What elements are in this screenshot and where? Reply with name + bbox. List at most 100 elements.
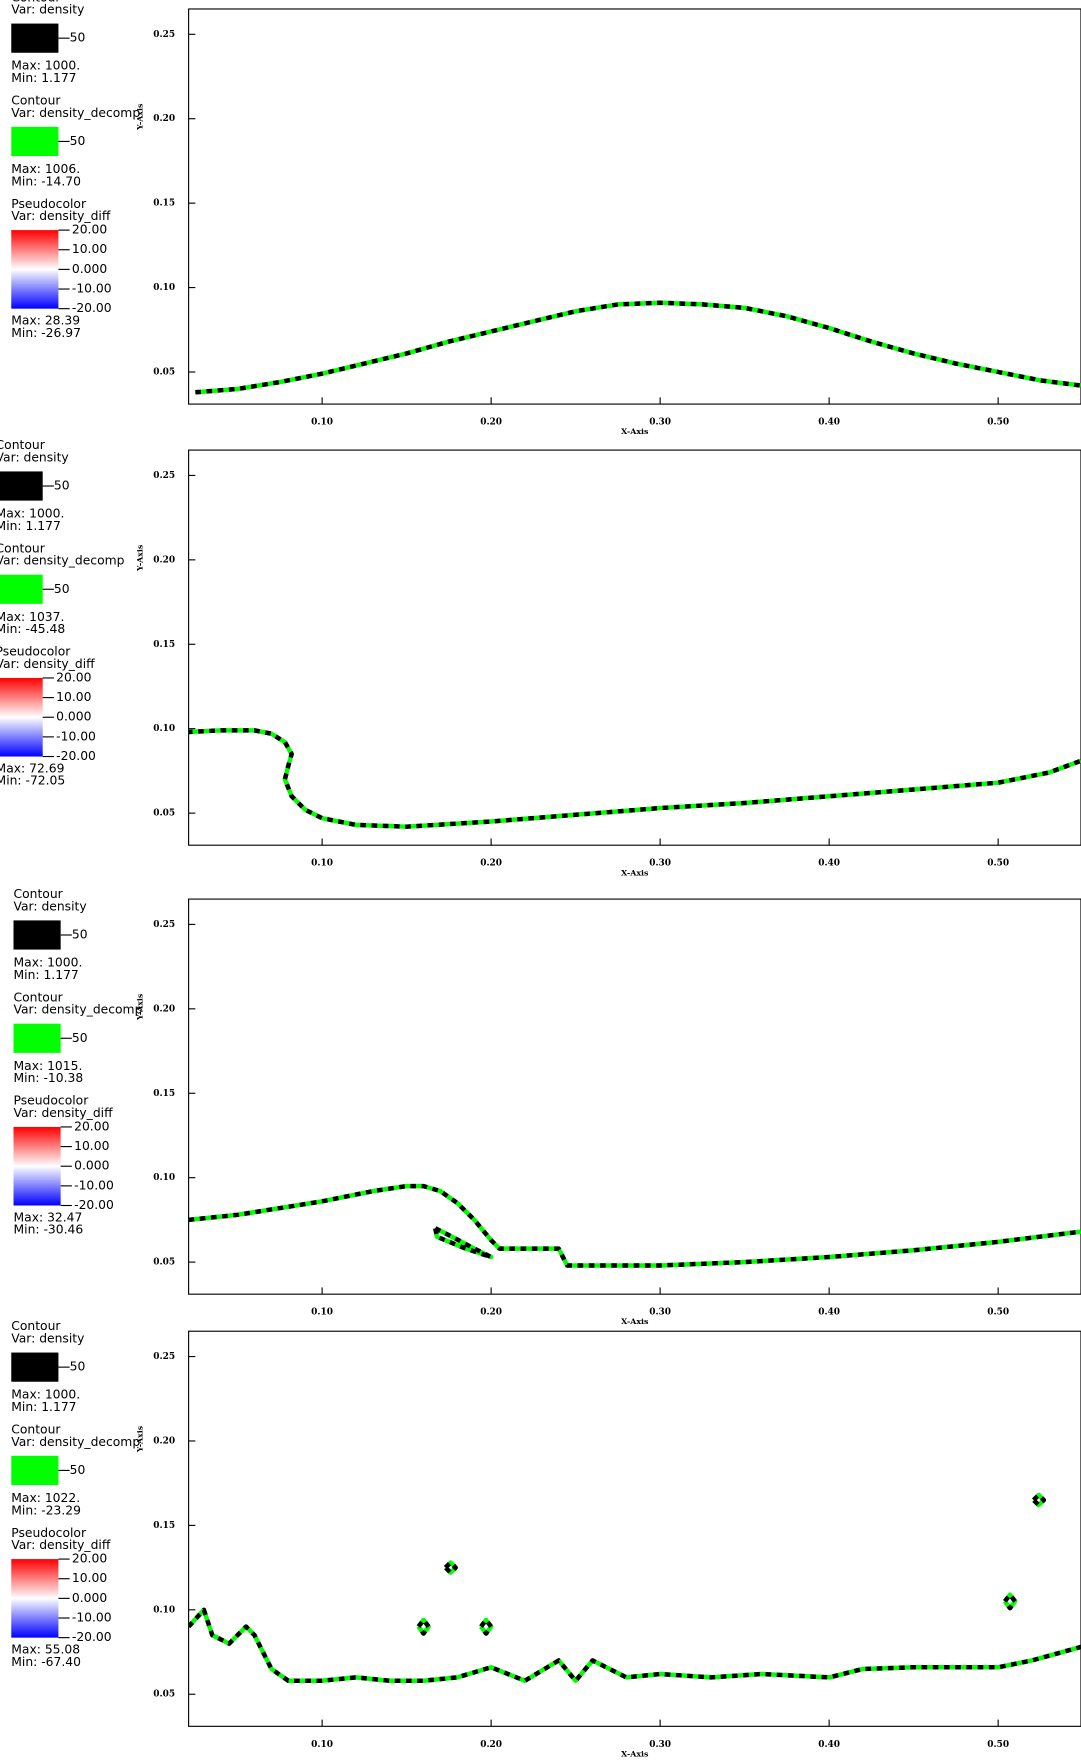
colorbar-tick-label: -10.00 xyxy=(72,282,112,296)
legend-var: Var: density_diff xyxy=(14,1106,114,1120)
y-axis-label: Y-Axis xyxy=(135,993,144,1021)
legend-level: 50 xyxy=(70,134,86,148)
y-tick-label: 0.15 xyxy=(153,640,175,650)
colorbar xyxy=(11,230,59,309)
y-tick-label: 0.20 xyxy=(153,1436,175,1446)
x-axis-label: X-Axis xyxy=(621,1317,649,1326)
y-tick-label: 0.15 xyxy=(153,1521,175,1531)
legend-level: 50 xyxy=(70,1360,86,1374)
legend-max: Max: 28.39 xyxy=(11,314,80,328)
legend-var: Var: density_decomp xyxy=(11,1435,140,1449)
legend-max: Max: 55.08 xyxy=(11,1642,80,1656)
colorbar-tick-label: -20.00 xyxy=(72,301,112,315)
colorbar-tick-label: -10.00 xyxy=(74,1178,114,1192)
legend-swatch xyxy=(11,1455,59,1485)
legend-min: Min: -45.48 xyxy=(0,622,65,636)
x-tick-label: 0.20 xyxy=(480,859,502,869)
legend-min: Min: 1.177 xyxy=(14,968,79,982)
legend-swatch xyxy=(13,1023,61,1053)
legend-var: Var: density_decomp xyxy=(11,106,140,120)
legend-min: Min: -26.97 xyxy=(11,326,81,340)
x-tick-label: 0.10 xyxy=(311,418,333,428)
colorbar-tick-label: -20.00 xyxy=(74,1198,114,1212)
y-tick-label: 0.25 xyxy=(153,471,175,481)
legend-level: 50 xyxy=(70,31,86,45)
y-axis-label: Y-Axis xyxy=(135,103,144,131)
x-tick-label: 0.40 xyxy=(818,418,840,428)
legend-max: Max: 32.47 xyxy=(14,1210,83,1224)
colorbar-tick-label: 0.000 xyxy=(72,1591,107,1605)
plot-frame xyxy=(188,1330,1081,1727)
legend-level: 50 xyxy=(70,1463,86,1477)
x-tick-label: 0.30 xyxy=(649,1740,671,1750)
x-axis-label: X-Axis xyxy=(621,427,649,436)
legend-level: 50 xyxy=(54,582,70,596)
colorbar-tick-label: 20.00 xyxy=(74,1119,109,1133)
legend-level: 50 xyxy=(72,928,88,942)
colorbar xyxy=(0,677,43,757)
colorbar-tick-label: 20.00 xyxy=(72,223,107,237)
legend-max: Max: 1015. xyxy=(14,1059,83,1073)
legend-title: Contour xyxy=(0,541,46,555)
legend-title: Contour xyxy=(14,887,64,901)
legend-var: Var: density xyxy=(14,899,87,913)
legend-max: Max: 1000. xyxy=(0,507,64,521)
legend-title: Contour xyxy=(11,0,61,4)
y-tick-label: 0.15 xyxy=(153,199,175,209)
y-tick-label: 0.20 xyxy=(153,1004,175,1014)
legend-var: Var: density_diff xyxy=(11,209,111,223)
y-tick-label: 0.10 xyxy=(153,724,175,734)
legend-max: Max: 1000. xyxy=(14,956,83,970)
y-tick-label: 0.10 xyxy=(153,283,175,293)
legend-max: Max: 1037. xyxy=(0,610,64,624)
colorbar xyxy=(13,1126,61,1206)
colorbar-tick-label: 20.00 xyxy=(56,670,91,684)
legend-swatch xyxy=(11,126,59,157)
plot-frame xyxy=(188,449,1081,846)
legend-min: Min: -67.40 xyxy=(11,1655,81,1669)
legend-title: Contour xyxy=(0,438,46,452)
legend-min: Min: -72.05 xyxy=(0,774,65,788)
x-tick-label: 0.40 xyxy=(818,859,840,869)
legend-level: 50 xyxy=(72,1031,88,1045)
legend-min: Min: 1.177 xyxy=(11,1400,76,1414)
legend-title: Pseudocolor xyxy=(11,1526,87,1540)
x-tick-label: 0.40 xyxy=(818,1308,840,1318)
plot-frame xyxy=(188,898,1081,1295)
legend-swatch xyxy=(11,1352,59,1382)
colorbar-tick-label: 10.00 xyxy=(74,1139,109,1153)
y-tick-label: 0.15 xyxy=(153,1089,175,1099)
x-tick-label: 0.50 xyxy=(987,1308,1009,1318)
legend-min: Min: 1.177 xyxy=(11,71,76,85)
colorbar-tick-label: 20.00 xyxy=(72,1552,107,1566)
plot-frame xyxy=(188,8,1081,405)
x-tick-label: 0.30 xyxy=(649,418,671,428)
y-tick-label: 0.25 xyxy=(153,1352,175,1362)
x-tick-label: 0.10 xyxy=(311,1740,333,1750)
x-tick-label: 0.20 xyxy=(480,418,502,428)
x-tick-label: 0.50 xyxy=(987,859,1009,869)
y-tick-label: 0.05 xyxy=(153,809,175,819)
colorbar-tick-label: 10.00 xyxy=(72,242,107,256)
legend-level: 50 xyxy=(54,479,70,493)
y-tick-label: 0.25 xyxy=(153,30,175,40)
y-tick-label: 0.05 xyxy=(153,1258,175,1268)
contour-line xyxy=(188,1183,1081,1268)
y-tick-label: 0.10 xyxy=(153,1173,175,1183)
x-axis-label: X-Axis xyxy=(621,868,649,877)
legend-swatch xyxy=(13,920,61,950)
contour-line xyxy=(188,728,1081,829)
legend-max: Max: 1022. xyxy=(11,1491,80,1505)
y-axis-label: Y-Axis xyxy=(135,544,144,572)
y-tick-label: 0.05 xyxy=(153,368,175,378)
x-tick-label: 0.10 xyxy=(311,859,333,869)
legend-max: Max: 72.69 xyxy=(0,761,64,775)
legend-var: Var: density xyxy=(0,450,69,464)
legend-swatch xyxy=(11,23,59,53)
legend-title: Contour xyxy=(14,990,64,1004)
colorbar-tick-label: 10.00 xyxy=(56,690,91,704)
legend-title: Contour xyxy=(11,1422,61,1436)
colorbar-tick-label: -20.00 xyxy=(72,1630,112,1644)
x-tick-label: 0.30 xyxy=(649,1308,671,1318)
